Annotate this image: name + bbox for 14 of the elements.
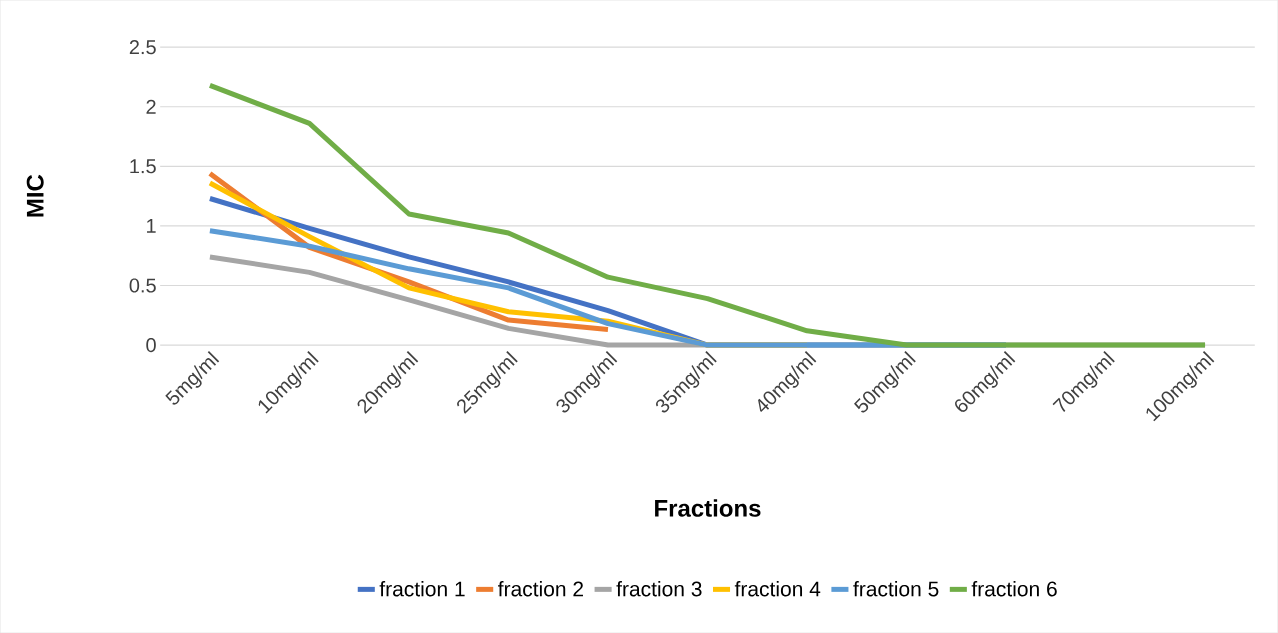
x-axis-title: Fractions bbox=[655, 499, 761, 517]
y-axis-title: MIC bbox=[26, 174, 44, 217]
legend-label: fraction 6 bbox=[971, 580, 1057, 597]
y-tick-label: 1 bbox=[147, 218, 156, 233]
y-tick-label: 0.5 bbox=[129, 278, 156, 293]
y-tick-label: 0 bbox=[146, 337, 156, 353]
legend-label: fraction 2 bbox=[498, 580, 583, 597]
y-tick-label: 1.5 bbox=[130, 159, 156, 174]
legend-label: fraction 4 bbox=[734, 580, 821, 597]
y-tick-label: 2 bbox=[146, 99, 156, 114]
legend-label: fraction 5 bbox=[853, 580, 939, 597]
y-tick-label: 2.5 bbox=[129, 40, 156, 55]
legend-label: fraction 3 bbox=[616, 580, 702, 597]
legend-label: fraction 1 bbox=[379, 580, 465, 597]
